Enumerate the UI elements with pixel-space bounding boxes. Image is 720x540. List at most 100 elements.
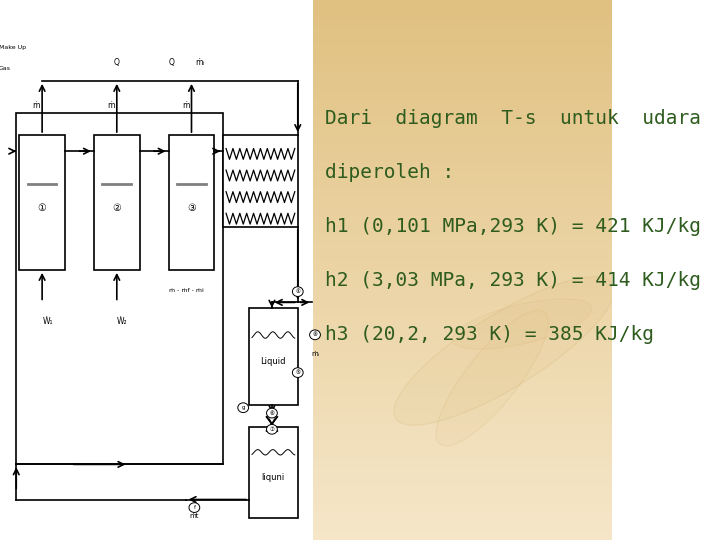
Circle shape (238, 403, 248, 413)
Bar (312, 414, 612, 423)
Polygon shape (452, 299, 592, 349)
Bar (14, 0, 312, 540)
Bar (312, 270, 612, 279)
Bar (312, 18, 612, 27)
Text: ṁ: ṁ (182, 101, 189, 110)
Text: Liquid: Liquid (261, 357, 286, 366)
Bar (312, 243, 612, 252)
Bar (312, 504, 612, 513)
Text: ③: ③ (187, 203, 196, 213)
Bar (312, 63, 612, 72)
Bar (312, 90, 612, 99)
Text: ṁ: ṁ (32, 101, 40, 110)
Bar (312, 54, 612, 63)
Text: h3 (20,2, 293 K) = 385 KJ/kg: h3 (20,2, 293 K) = 385 KJ/kg (325, 325, 654, 345)
Bar (312, 162, 612, 171)
Circle shape (266, 408, 277, 418)
Text: ṁt: ṁt (189, 514, 199, 519)
Text: ṁ: ṁ (107, 101, 114, 110)
Bar (312, 369, 612, 378)
Text: Gas: Gas (0, 66, 11, 71)
Text: ⑤: ⑤ (295, 370, 300, 375)
Bar (312, 432, 612, 441)
Bar (312, 477, 612, 486)
Bar (312, 495, 612, 504)
Bar (19, 135, 65, 270)
Text: diperoleh :: diperoleh : (325, 163, 454, 183)
Text: ⑦: ⑦ (269, 427, 274, 432)
Bar (312, 234, 612, 243)
Bar (312, 297, 612, 306)
Bar (312, 396, 612, 405)
Circle shape (266, 424, 277, 434)
Text: Ẇ₂: Ẇ₂ (117, 317, 128, 326)
Bar (312, 450, 612, 459)
Bar (312, 315, 612, 324)
Bar (312, 108, 612, 117)
Bar (94, 135, 140, 270)
Bar (312, 225, 612, 234)
Bar (312, 306, 612, 315)
Text: h1 (0,101 MPa,293 K) = 421 KJ/kg: h1 (0,101 MPa,293 K) = 421 KJ/kg (325, 217, 701, 237)
Text: ṁ - ṁf - ṁi: ṁ - ṁf - ṁi (168, 288, 203, 293)
Text: h2 (3,03 MPa, 293 K) = 414 KJ/kg: h2 (3,03 MPa, 293 K) = 414 KJ/kg (325, 271, 701, 291)
Bar (17, 113, 223, 464)
Bar (312, 531, 612, 540)
Bar (312, 279, 612, 288)
Polygon shape (436, 310, 548, 446)
Bar (312, 261, 612, 270)
Text: Dari  diagram  T-s  untuk  udara: Dari diagram T-s untuk udara (325, 109, 701, 129)
Bar (312, 324, 612, 333)
Bar (223, 135, 298, 227)
Bar (312, 405, 612, 414)
Bar (312, 459, 612, 468)
Bar (312, 27, 612, 36)
Bar (312, 216, 612, 225)
Text: Ẇ₁: Ẇ₁ (42, 317, 53, 326)
Bar (312, 171, 612, 180)
Bar (249, 427, 298, 518)
Text: Make Up: Make Up (0, 45, 26, 50)
Text: ⑥: ⑥ (269, 410, 274, 416)
Bar (312, 135, 612, 144)
Bar (312, 486, 612, 495)
Text: Q̇: Q̇ (114, 58, 120, 67)
Bar (312, 153, 612, 162)
Bar (312, 45, 612, 54)
Bar (312, 342, 612, 351)
Bar (312, 288, 612, 297)
Polygon shape (394, 277, 614, 425)
Bar (312, 441, 612, 450)
Bar (312, 72, 612, 81)
Bar (312, 423, 612, 432)
Text: ṁᵢ: ṁᵢ (196, 58, 204, 67)
Bar (249, 308, 298, 405)
Bar (312, 387, 612, 396)
Text: liquni: liquni (262, 472, 285, 482)
Bar (312, 333, 612, 342)
Bar (312, 351, 612, 360)
Circle shape (310, 330, 320, 340)
Text: ①: ① (37, 203, 47, 213)
Bar (312, 522, 612, 531)
Text: ⑧: ⑧ (312, 332, 318, 338)
Bar (312, 198, 612, 207)
Bar (312, 468, 612, 477)
Text: ṁᵢ: ṁᵢ (311, 352, 319, 357)
Bar (312, 0, 612, 9)
Bar (312, 207, 612, 216)
Bar (312, 36, 612, 45)
Bar (312, 252, 612, 261)
Bar (312, 144, 612, 153)
Text: ②: ② (112, 203, 121, 213)
Text: Q̇: Q̇ (168, 58, 174, 67)
Text: g: g (241, 405, 245, 410)
Circle shape (292, 368, 303, 377)
Bar (168, 135, 215, 270)
Bar (312, 360, 612, 369)
Bar (312, 126, 612, 135)
Bar (312, 99, 612, 108)
Bar (312, 513, 612, 522)
Bar (312, 81, 612, 90)
Circle shape (189, 503, 199, 512)
